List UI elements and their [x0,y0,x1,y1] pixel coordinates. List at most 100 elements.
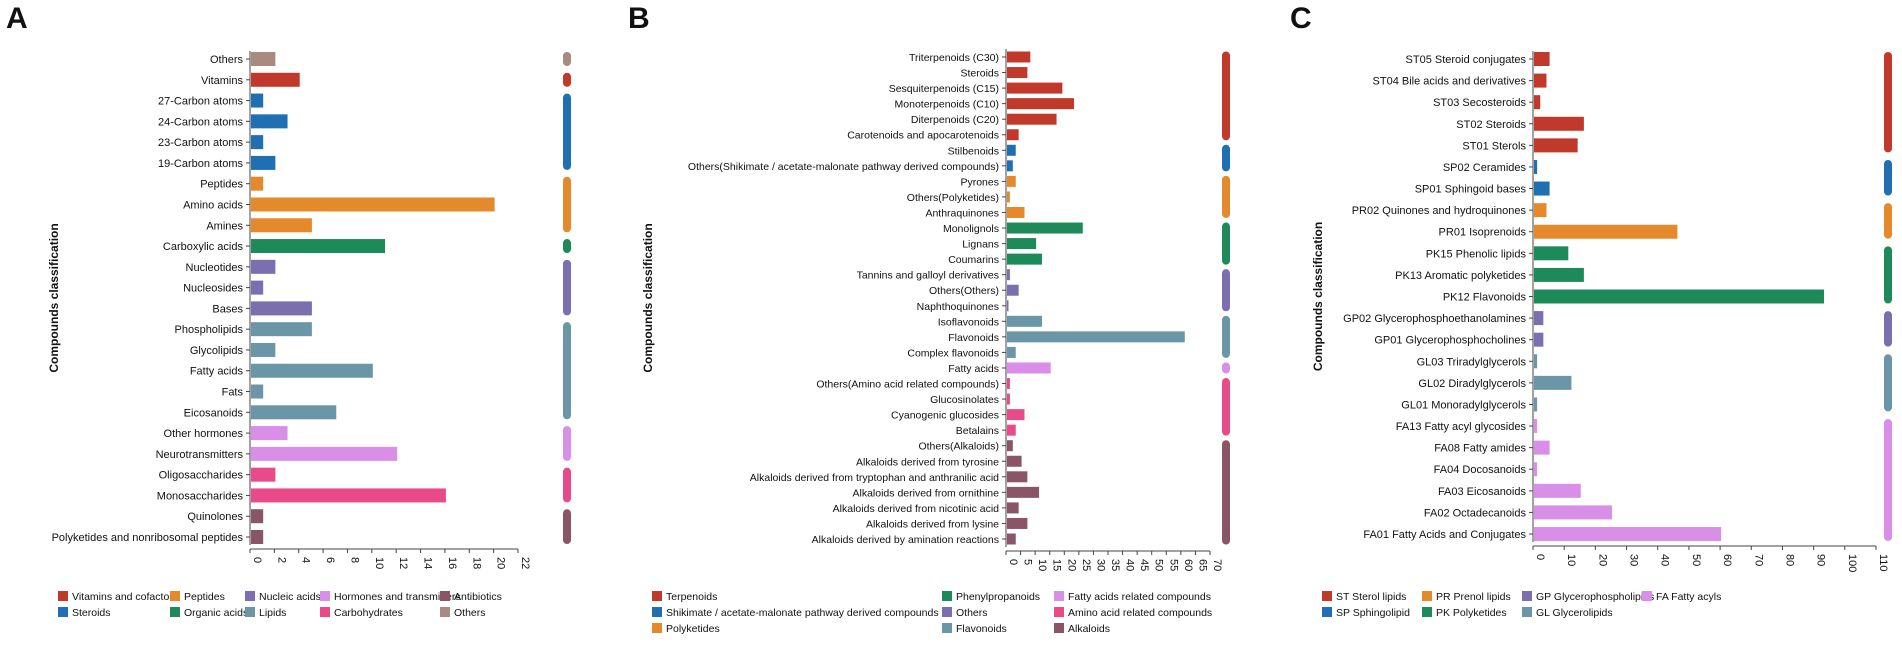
bar [251,363,373,378]
group-indicator [563,93,571,170]
x-tick-label: 22 [519,557,531,569]
bar [251,114,288,129]
category-label: PK12 Flavonoids [1443,292,1527,304]
panel-a-chart: Others Vitamins 27-Carbon atoms 24-Carbon a… [47,51,571,619]
group-indicator [1884,159,1892,196]
bar [1007,393,1010,405]
bar [1007,67,1028,79]
bar [1007,269,1010,281]
panel-b-chart: Triterpenoids (C30) Steroids Sesquiterpeno… [641,49,1230,635]
bar [1007,160,1013,172]
legend-swatch [1054,623,1064,633]
category-label: FA13 Fatty acyl glycosides [1396,421,1527,433]
category-label: Other hormones [164,428,244,440]
bar [1534,73,1547,88]
legend-swatch [58,591,68,601]
category-label: Amino acids [183,199,243,211]
legend-swatch [1642,591,1652,601]
category-label: Diterpenoids (C20) [911,114,999,126]
bar [1534,224,1678,239]
bar [1534,246,1569,261]
bar [1007,315,1042,327]
legend-swatch [58,607,68,617]
category-label: Alkaloids derived from ornithine [853,487,1000,499]
category-label: Bases [212,303,243,315]
category-label: 27-Carbon atoms [158,96,243,108]
bar [251,259,276,274]
bar [1534,138,1578,153]
category-label: Glucosinolates [930,394,999,406]
legend-swatch [1322,607,1332,617]
group-indicator [1884,311,1892,347]
category-label: Tannins and galloyl derivatives [857,270,999,282]
legend-swatch [320,591,330,601]
category-label: GP01 Glycerophosphocholines [1374,335,1526,347]
x-tick-label: 55 [1167,559,1179,571]
group-indicator [1884,419,1892,541]
bar [1007,409,1025,421]
bar [1007,502,1019,514]
legend-label: Lipids [259,607,286,619]
panel-letter-b: B [628,2,650,35]
bar [1007,455,1022,467]
category-label: Complex flavonoids [907,347,999,359]
legend-label: Fatty acids related compounds [1068,591,1211,603]
legend-swatch [170,591,180,601]
legend-label: Antibiotics [454,591,502,603]
bar [251,488,446,503]
legend-swatch [1522,607,1532,617]
x-tick-label: 18 [470,557,482,569]
legend-label: Organic acids [184,607,248,619]
x-tick-label: 70 [1211,559,1223,571]
legend-label: Carbohydrates [334,607,403,619]
x-tick-label: 60 [1182,559,1194,571]
bar [251,218,312,233]
group-indicator [563,426,571,461]
legend-label: FA Fatty acyls [1656,591,1721,603]
category-label: GL02 Diradylglycerols [1418,378,1526,390]
x-tick-label: 30 [1094,559,1106,571]
category-label: ST01 Sterols [1462,140,1526,152]
category-label: 23-Carbon atoms [158,137,243,149]
group-indicator [563,52,571,66]
category-label: FA02 Octadecanoids [1424,507,1527,519]
y-axis-title: Compounds classification [1311,222,1325,371]
x-tick-label: 0 [251,557,263,563]
x-tick-label: 2 [275,557,287,563]
category-label: Flavonoids [948,332,999,344]
x-tick-label: 60 [1721,554,1733,566]
bar [1007,424,1016,436]
bar [1534,116,1584,131]
category-label: Neurotransmitters [156,449,244,461]
y-axis-title: Compounds classification [47,223,61,372]
category-label: Anthraquinones [925,207,999,219]
x-tick-label: 100 [1846,554,1858,572]
group-indicator [1222,378,1230,436]
group-indicator [1222,440,1230,545]
category-label: FA04 Docosanoids [1434,464,1527,476]
bar [251,135,264,150]
bar [1007,51,1031,63]
bar [251,530,264,544]
group-indicator [1222,362,1230,374]
group-indicator [1884,52,1892,153]
legend-label: SP Sphingolipid [1336,607,1410,619]
category-label: 19-Carbon atoms [158,158,243,170]
x-tick-label: 110 [1877,554,1889,572]
x-tick-label: 6 [324,557,336,563]
bar [1007,378,1010,390]
legend-swatch [320,607,330,617]
legend-swatch [1422,607,1432,617]
category-label: Nucleosides [183,283,243,295]
category-label: FA08 Fatty amides [1434,443,1526,455]
x-tick-label: 10 [1036,559,1048,571]
category-label: Naphthoquinones [917,301,999,313]
x-tick-label: 50 [1153,559,1165,571]
bar [251,301,312,316]
category-label: Eicosanoids [184,407,244,419]
legend-label: Others [956,607,988,619]
bar [251,446,398,461]
bar [251,405,337,420]
x-tick-label: 50 [1690,554,1702,566]
legend-label: Steroids [72,607,111,619]
